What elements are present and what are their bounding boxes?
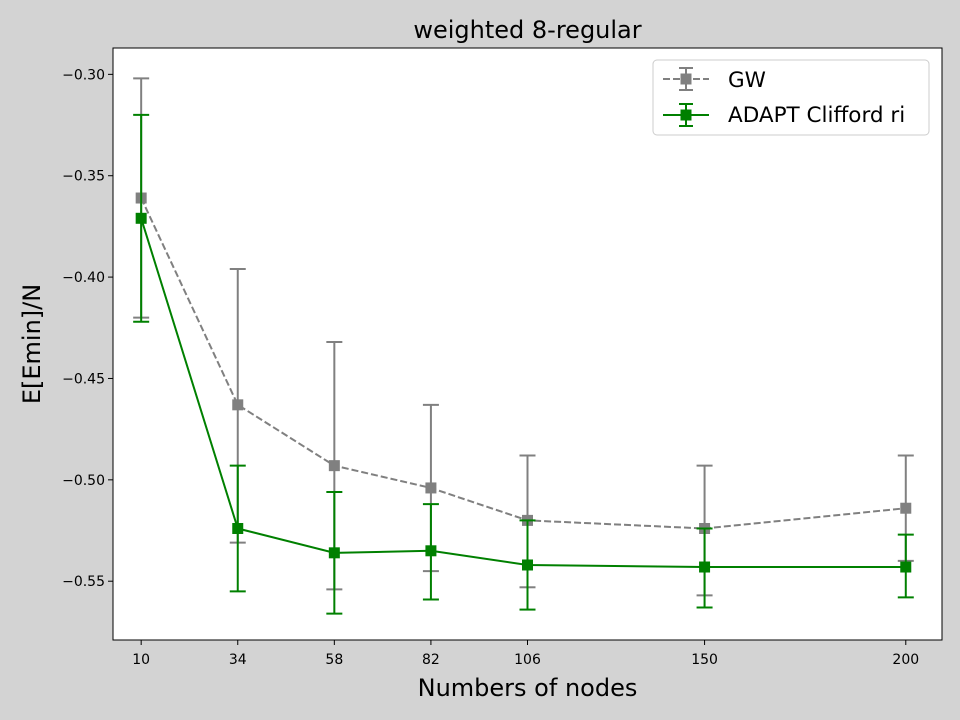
legend: GW ADAPT Clifford ri (652, 59, 930, 136)
data-point (232, 522, 244, 534)
legend-marker-gw (663, 67, 709, 91)
plot-frame (112, 47, 943, 641)
legend-point (680, 109, 692, 121)
data-point (328, 547, 340, 559)
data-point (425, 482, 437, 494)
x-tick-label: 58 (325, 652, 343, 668)
y-tick-label: −0.55 (62, 574, 105, 590)
data-point (522, 559, 533, 571)
data-point (425, 545, 437, 557)
x-tick-label: 150 (691, 652, 718, 668)
x-tick-label: 10 (132, 652, 150, 668)
data-point (699, 561, 711, 573)
data-point (328, 460, 340, 472)
y-tick-label: −0.30 (62, 67, 105, 83)
data-point (900, 502, 912, 514)
y-tick-label: −0.40 (62, 270, 105, 286)
series-1 (133, 113, 914, 615)
x-tick-label: 200 (892, 652, 919, 668)
x-axis-label: Numbers of nodes (418, 674, 638, 702)
y-axis-label: E[Emin]/N (18, 284, 46, 404)
legend-marker-adapt-clifford-ri (663, 103, 709, 127)
legend-point (680, 73, 692, 85)
series-layer (133, 77, 914, 615)
data-point (135, 212, 147, 224)
legend-box (652, 59, 930, 136)
y-tick-label: −0.45 (62, 371, 105, 387)
x-axis-ticks: 10 34 58 82 106 150 200 (132, 640, 919, 668)
chart-title: weighted 8-regular (413, 16, 641, 44)
legend-label-gw: GW (728, 68, 766, 93)
x-tick-label: 106 (514, 652, 541, 668)
data-point (900, 561, 912, 573)
x-tick-label: 82 (422, 652, 440, 668)
x-tick-label: 34 (229, 652, 247, 668)
y-tick-label: −0.50 (62, 473, 105, 489)
y-axis-ticks: −0.30 −0.35 −0.40 −0.45 −0.50 −0.55 (62, 67, 113, 590)
legend-label-adapt-clifford-ri: ADAPT Clifford ri (728, 103, 905, 128)
data-point (232, 399, 244, 411)
y-tick-label: −0.35 (62, 169, 105, 185)
